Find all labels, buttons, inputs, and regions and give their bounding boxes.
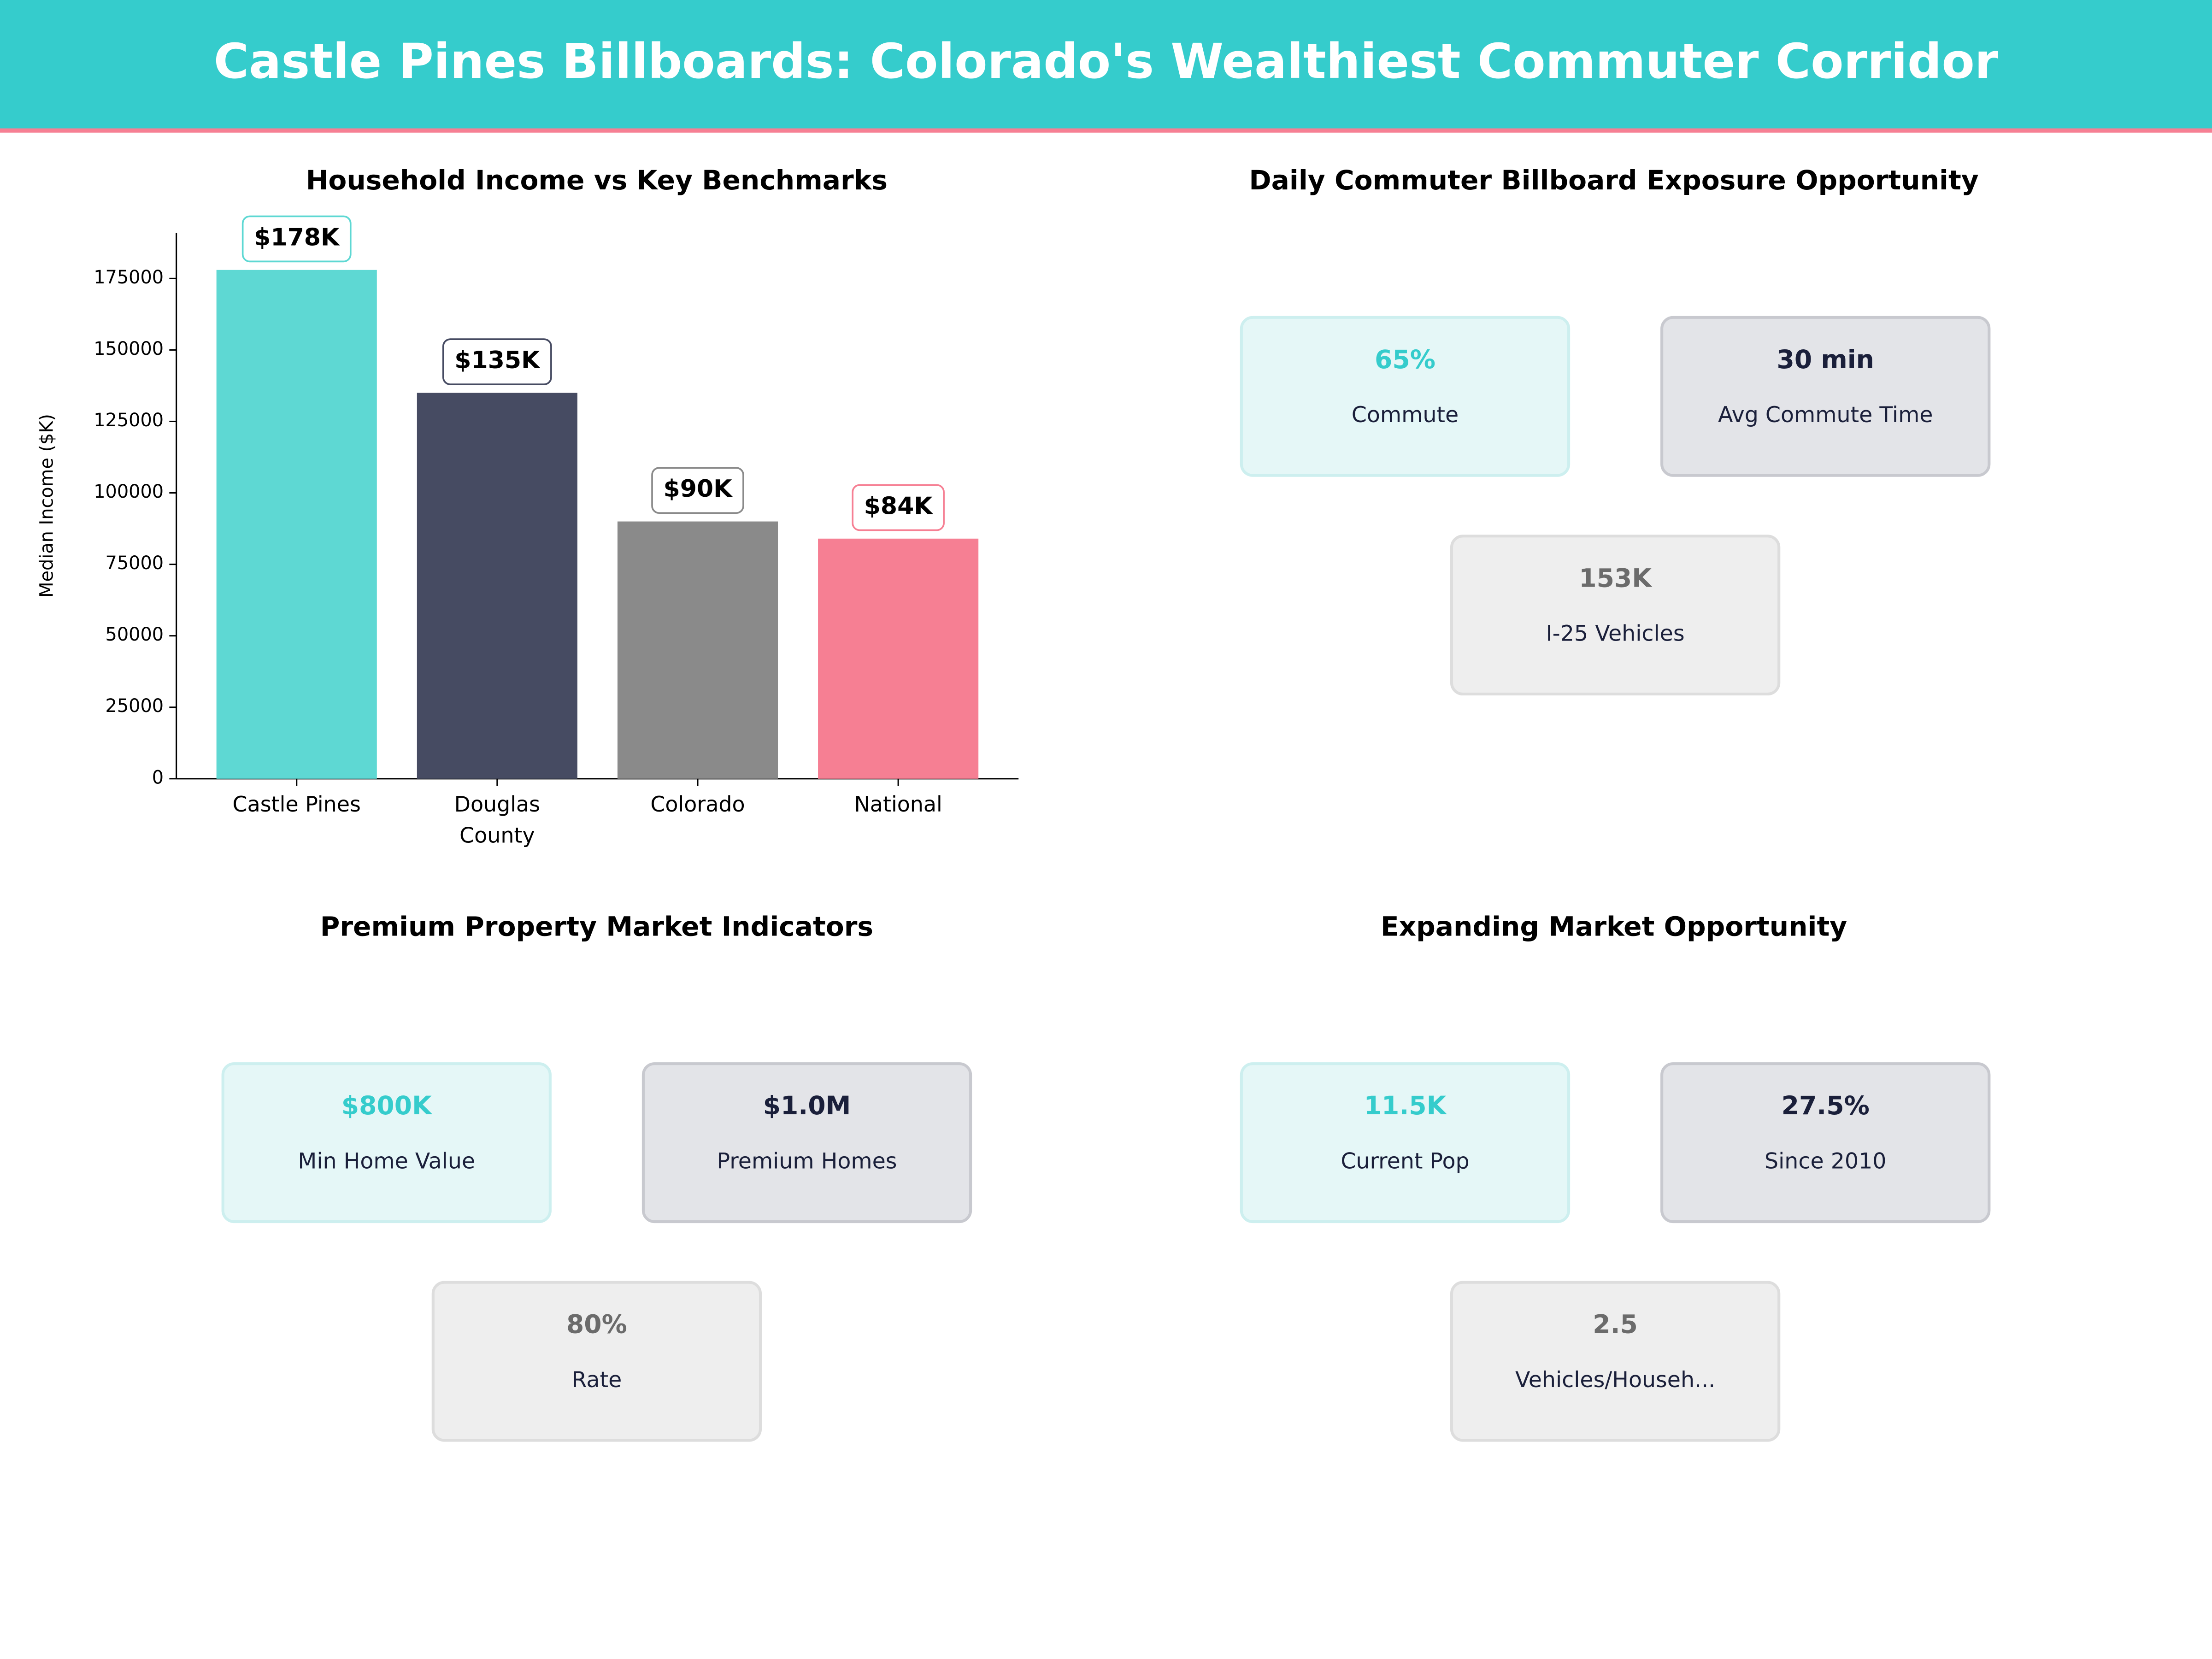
header-rule: [0, 128, 2212, 133]
kpi-value: 2.5: [1593, 1310, 1638, 1339]
x-tick-label-line: National: [854, 791, 942, 816]
panel-title: Household Income vs Key Benchmarks: [306, 165, 888, 196]
value-label-box: [651, 467, 744, 514]
y-tick-label: 75000: [106, 553, 164, 574]
x-tick-label: Colorado: [650, 791, 745, 816]
kpi-label: Min Home Value: [298, 1148, 475, 1174]
kpi-value: $800K: [341, 1091, 433, 1120]
kpi-label: Avg Commute Time: [1718, 402, 1933, 428]
y-tick-label: 175000: [94, 267, 164, 288]
bar: [216, 270, 377, 779]
kpi-label: Since 2010: [1765, 1148, 1886, 1174]
kpi-value: 11.5K: [1364, 1091, 1447, 1120]
y-tick-label: 25000: [106, 695, 164, 717]
value-label: $90K: [651, 467, 744, 514]
kpi-label: Vehicles/Househ...: [1515, 1367, 1715, 1393]
value-label-box: [241, 215, 352, 263]
y-tick-label: 100000: [94, 481, 164, 502]
kpi-card: [1660, 316, 1991, 477]
x-tick-label: National: [854, 791, 942, 816]
y-axis-label: Median Income ($K): [36, 414, 58, 598]
header-title: Castle Pines Billboards: Colorado's Weal…: [214, 33, 1999, 89]
value-label-text: $178K: [254, 224, 340, 251]
value-label-text: $90K: [664, 475, 733, 503]
kpi-value: 27.5%: [1782, 1091, 1870, 1120]
panel-title: Premium Property Market Indicators: [320, 911, 873, 942]
kpi-label: I-25 Vehicles: [1546, 621, 1685, 647]
kpi-value: 65%: [1375, 345, 1435, 374]
kpi-card: [1240, 316, 1571, 477]
value-label: $178K: [241, 215, 352, 263]
kpi-label: Current Pop: [1341, 1148, 1469, 1174]
x-tick-label: Castle Pines: [233, 791, 361, 816]
kpi-card: [1240, 1062, 1571, 1224]
header-bar: [0, 0, 2212, 130]
x-tick-label-line: Colorado: [650, 791, 745, 816]
panel-title: Daily Commuter Billboard Exposure Opport…: [1249, 165, 1978, 196]
kpi-card: [221, 1062, 552, 1224]
kpi-card: [431, 1281, 762, 1442]
value-label: $135K: [442, 338, 552, 385]
panel-title: Expanding Market Opportunity: [1381, 911, 1847, 942]
bar: [818, 538, 979, 779]
y-tick-label: 150000: [94, 338, 164, 359]
value-label-text: $135K: [454, 347, 541, 374]
kpi-card: [1660, 1062, 1991, 1224]
value-label-box: [852, 484, 945, 531]
value-label: $84K: [852, 484, 945, 531]
kpi-card: [1450, 1281, 1781, 1442]
bar: [417, 393, 577, 779]
value-label-box: [442, 338, 552, 385]
y-tick-label: 0: [152, 767, 164, 788]
kpi-value: 80%: [566, 1310, 627, 1339]
kpi-label: Premium Homes: [717, 1148, 897, 1174]
value-label-text: $84K: [864, 492, 934, 520]
kpi-card: [641, 1062, 972, 1224]
bar: [617, 521, 778, 779]
x-tick-label-line: Castle Pines: [233, 791, 361, 816]
x-tick-label: Douglas County: [454, 791, 540, 847]
kpi-value: 30 min: [1777, 345, 1874, 374]
kpi-value: 153K: [1579, 563, 1653, 593]
kpi-value: $1.0M: [763, 1091, 851, 1120]
y-tick-label: 125000: [94, 410, 164, 431]
x-tick-label-line: Douglas: [454, 791, 540, 816]
x-tick-label-line: County: [459, 823, 535, 847]
kpi-card: [1450, 535, 1781, 696]
y-tick-label: 50000: [106, 624, 164, 645]
kpi-label: Commute: [1352, 402, 1459, 428]
kpi-label: Rate: [572, 1367, 622, 1393]
